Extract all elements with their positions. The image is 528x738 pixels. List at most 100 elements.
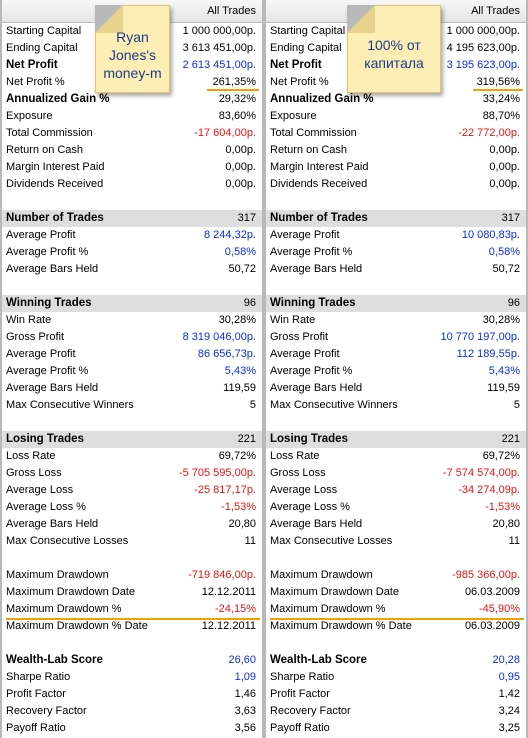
metric-row: Maximum Drawdown % Date 06.03.2009 xyxy=(266,618,526,635)
row-spacer xyxy=(266,193,526,210)
metric-label: Net Profit xyxy=(6,59,58,71)
metric-row: Dividends Received 0,00р. xyxy=(266,176,526,193)
metric-label: Sharpe Ratio xyxy=(270,671,335,683)
metric-value: 83,60% xyxy=(218,110,256,122)
row-spacer xyxy=(266,414,526,431)
row-spacer xyxy=(2,193,262,210)
metric-row: Total Commission -17 604,00р. xyxy=(2,125,262,142)
metric-label: Maximum Drawdown % Date xyxy=(270,620,412,632)
metric-value: 50,72 xyxy=(492,263,520,275)
metric-label: Recovery Factor xyxy=(6,705,87,717)
metric-value: 221 xyxy=(501,433,520,445)
metric-row: Margin Interest Paid 0,00р. xyxy=(266,159,526,176)
metric-row: Starting Capital 1 000 000,00р. xyxy=(2,23,262,40)
row-spacer xyxy=(2,414,262,431)
metric-label: Maximum Drawdown Date xyxy=(270,586,399,598)
metric-label: Winning Trades xyxy=(6,297,92,309)
metric-value: -1,53% xyxy=(221,501,256,513)
metric-row: Total Commission -22 772,00р. xyxy=(266,125,526,142)
metric-row: Annualized Gain % 33,24% xyxy=(266,91,526,108)
metric-row: Net Profit 3 195 623,00р. xyxy=(266,57,526,74)
metric-value: -24,15% xyxy=(215,603,256,615)
metric-value: 30,28% xyxy=(482,314,520,326)
metric-label: Maximum Drawdown xyxy=(270,569,373,581)
metric-value: 5 xyxy=(513,399,520,411)
metric-label: Number of Trades xyxy=(6,212,104,224)
metric-value: 8 319 046,00р. xyxy=(182,331,256,343)
metric-value: 3,56 xyxy=(234,722,256,734)
row-spacer xyxy=(266,550,526,567)
metric-row: Profit Factor 1,42 xyxy=(266,686,526,703)
metric-label: Max Consecutive Losses xyxy=(270,535,393,547)
metric-label: Winning Trades xyxy=(270,297,356,309)
metric-row: Maximum Drawdown % Date 12.12.2011 xyxy=(2,618,262,635)
metric-label: Max Consecutive Losses xyxy=(6,535,129,547)
metric-value: 119,59 xyxy=(487,382,520,394)
metric-value: 06.03.2009 xyxy=(464,620,520,632)
metric-row: Average Loss % -1,53% xyxy=(2,499,262,516)
metric-label: Exposure xyxy=(270,110,317,122)
metric-value: 29,32% xyxy=(218,93,256,105)
metric-row: Gross Loss -7 574 574,00р. xyxy=(266,465,526,482)
metric-label: Sharpe Ratio xyxy=(6,671,71,683)
metric-row: Average Bars Held 50,72 xyxy=(2,261,262,278)
metric-label: Average Profit xyxy=(6,229,76,241)
highlight-net-profit-pct xyxy=(473,89,523,91)
metric-value: 96 xyxy=(243,297,256,309)
metric-row: Average Profit 10 080,83р. xyxy=(266,227,526,244)
metric-label: Losing Trades xyxy=(270,433,348,445)
metric-label: Average Loss % xyxy=(6,501,86,513)
metric-label: Average Bars Held xyxy=(6,263,99,275)
metrics-list: Starting Capital 1 000 000,00р. Ending Cap… xyxy=(266,23,526,737)
metric-row: Average Profit % 5,43% xyxy=(266,363,526,380)
metric-label: Gross Profit xyxy=(6,331,65,343)
metric-value: -25 817,17р. xyxy=(194,484,256,496)
section-header-row: Number of Trades 317 xyxy=(2,210,262,227)
metric-row: Ending Capital 4 195 623,00р. xyxy=(266,40,526,57)
metric-label: Net Profit xyxy=(270,59,322,71)
metric-row: Average Profit % 0,58% xyxy=(2,244,262,261)
metric-value: -7 574 574,00р. xyxy=(442,467,520,479)
metric-value: 11 xyxy=(508,535,520,547)
metric-value: 3,63 xyxy=(234,705,256,717)
metric-value: 1 000 000,00р. xyxy=(446,25,520,37)
metric-row: Dividends Received 0,00р. xyxy=(2,176,262,193)
metric-row: Exposure 83,60% xyxy=(2,108,262,125)
metric-value: 0,00р. xyxy=(225,161,256,173)
metric-row: Average Loss -25 817,17р. xyxy=(2,482,262,499)
section-header-row: Winning Trades 96 xyxy=(266,295,526,312)
metric-label: Average Bars Held xyxy=(6,382,99,394)
row-spacer xyxy=(2,550,262,567)
metric-value: 12.12.2011 xyxy=(201,586,256,598)
metric-row: Net Profit % 319,56% xyxy=(266,74,526,91)
metric-label: Average Loss % xyxy=(270,501,350,513)
metric-label: Net Profit % xyxy=(6,76,65,88)
metric-value: 1,09 xyxy=(234,671,256,683)
metric-row: Gross Profit 8 319 046,00р. xyxy=(2,329,262,346)
metric-value: 26,60 xyxy=(228,654,256,666)
metric-value: 5,43% xyxy=(488,365,520,377)
metric-row: Maximum Drawdown % -24,15% xyxy=(2,601,262,618)
metric-row: Annualized Gain % 29,32% xyxy=(2,91,262,108)
metric-value: 0,00р. xyxy=(225,144,256,156)
metric-row: Maximum Drawdown -985 366,00р. xyxy=(266,567,526,584)
metric-row: Return on Cash 0,00р. xyxy=(266,142,526,159)
metric-label: Loss Rate xyxy=(6,450,56,462)
metric-row: Max Consecutive Winners 5 xyxy=(2,397,262,414)
metric-row: Win Rate 30,28% xyxy=(2,312,262,329)
metric-label: Profit Factor xyxy=(270,688,330,700)
metric-value: -719 846,00р. xyxy=(188,569,256,581)
metric-label: Max Consecutive Winners xyxy=(6,399,134,411)
metric-row: Max Consecutive Losses 11 xyxy=(2,533,262,550)
metric-label: Maximum Drawdown % xyxy=(270,603,386,615)
metric-label: Margin Interest Paid xyxy=(6,161,105,173)
row-spacer xyxy=(2,635,262,652)
metric-value: 30,28% xyxy=(218,314,256,326)
metric-row: Gross Profit 10 770 197,00р. xyxy=(266,329,526,346)
metric-label: Starting Capital xyxy=(6,25,82,37)
metric-row: Ending Capital 3 613 451,00р. xyxy=(2,40,262,57)
row-spacer xyxy=(266,278,526,295)
metric-row: Average Profit 112 189,55р. xyxy=(266,346,526,363)
metric-row: Gross Loss -5 705 595,00р. xyxy=(2,465,262,482)
metric-value: 3,24 xyxy=(498,705,520,717)
